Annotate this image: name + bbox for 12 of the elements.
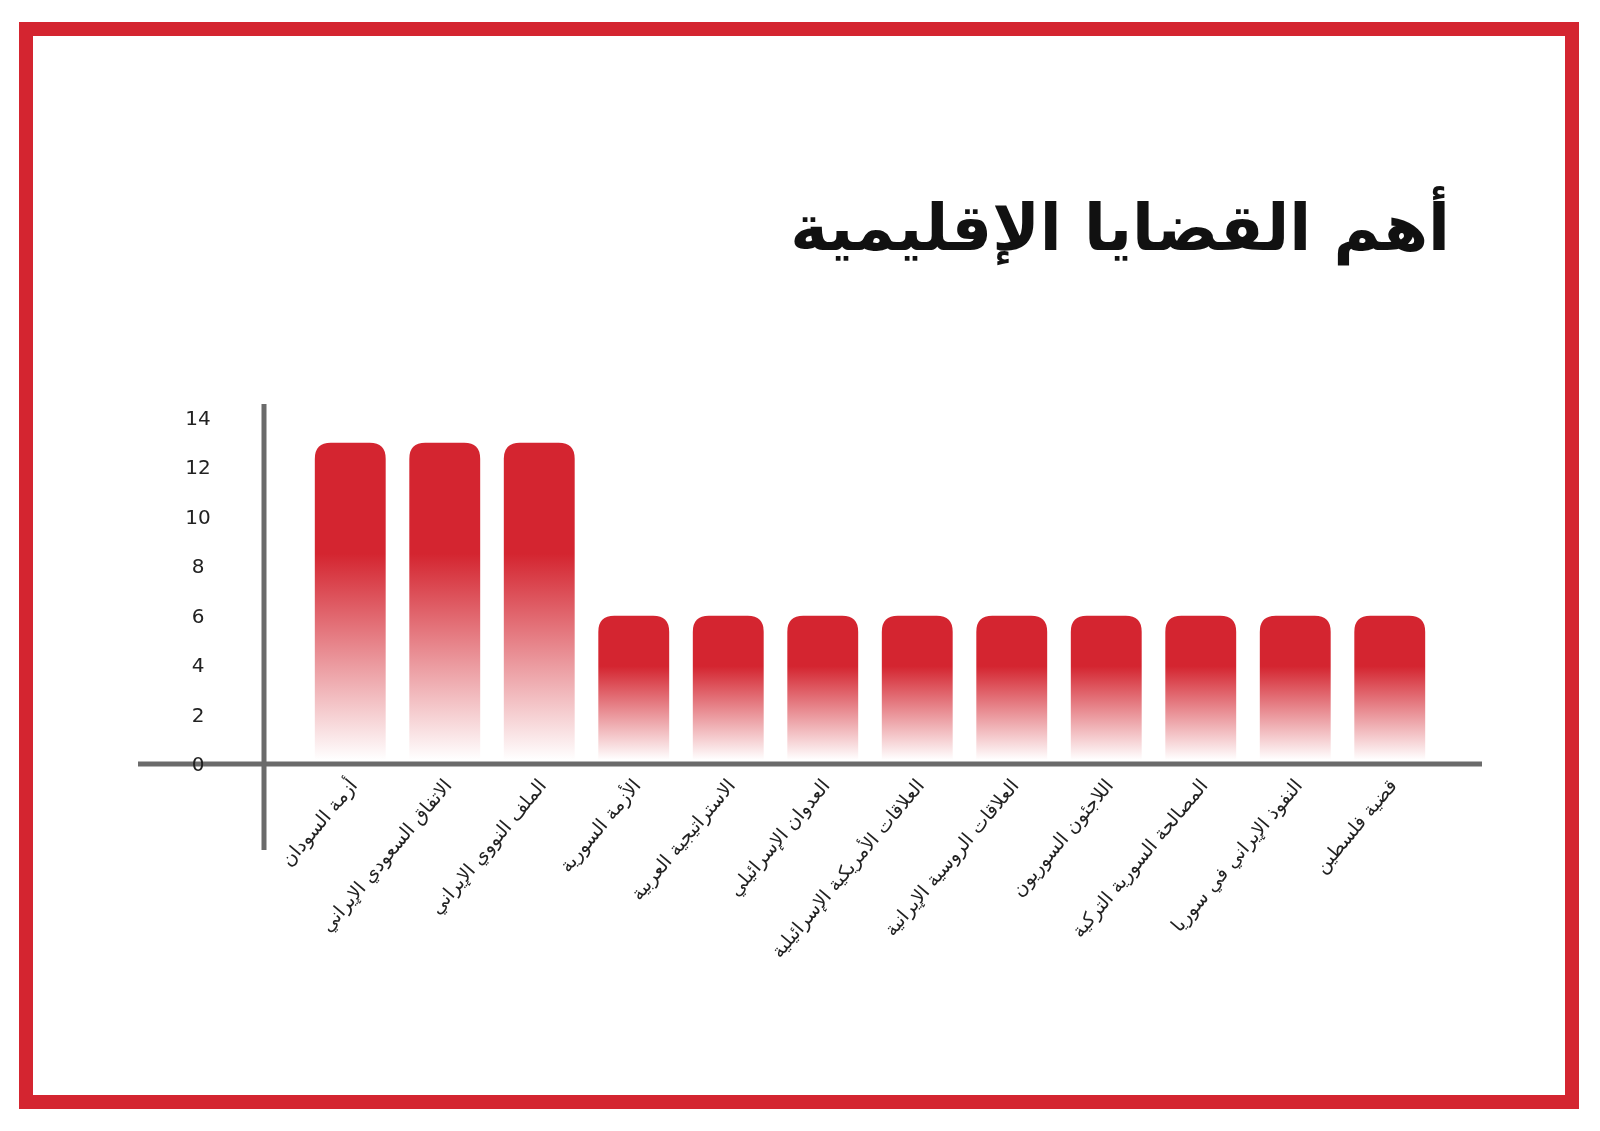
y-tick-label: 12: [185, 455, 211, 480]
x-tick-label: قضية فلسطين: [1309, 774, 1402, 878]
y-tick-label: 14: [185, 406, 211, 430]
y-tick-label: 6: [191, 603, 205, 628]
y-tick-label: 10: [185, 504, 211, 529]
y-tick-label: 4: [191, 653, 205, 678]
y-tick-label: 2: [191, 702, 205, 727]
chart-title: أهم القضايا الإقليمية: [790, 186, 1450, 266]
x-tick-label: أزمة السودان: [275, 773, 363, 871]
y-tick-label: 0: [191, 752, 205, 776]
x-tick-label: الأزمة السورية: [554, 774, 646, 877]
y-tick-label: 8: [191, 554, 205, 579]
